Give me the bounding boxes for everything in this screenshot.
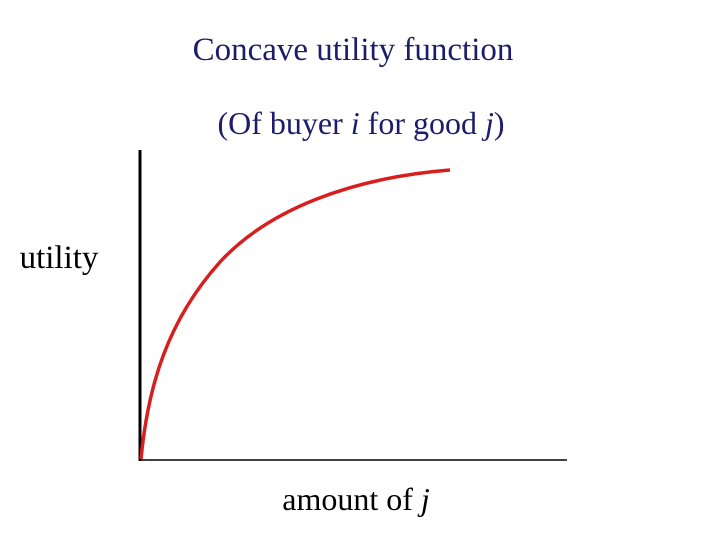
subtitle-part: i — [351, 105, 360, 141]
subtitle-part: (Of buyer — [217, 105, 350, 141]
subtitle-part: j — [481, 105, 494, 141]
subtitle-part: for good — [360, 105, 485, 141]
title: Concave utility function — [193, 32, 514, 68]
subtitle: (Of buyer i for good j) — [177, 105, 528, 141]
x-axis-label: amount of j — [242, 481, 454, 517]
utility-curve — [139, 168, 451, 460]
x-axis-label-part: amount of — [282, 481, 421, 517]
y-axis-label: utility — [20, 240, 99, 276]
x-axis-label-part: j — [417, 481, 430, 517]
subtitle-part: ) — [494, 105, 505, 141]
